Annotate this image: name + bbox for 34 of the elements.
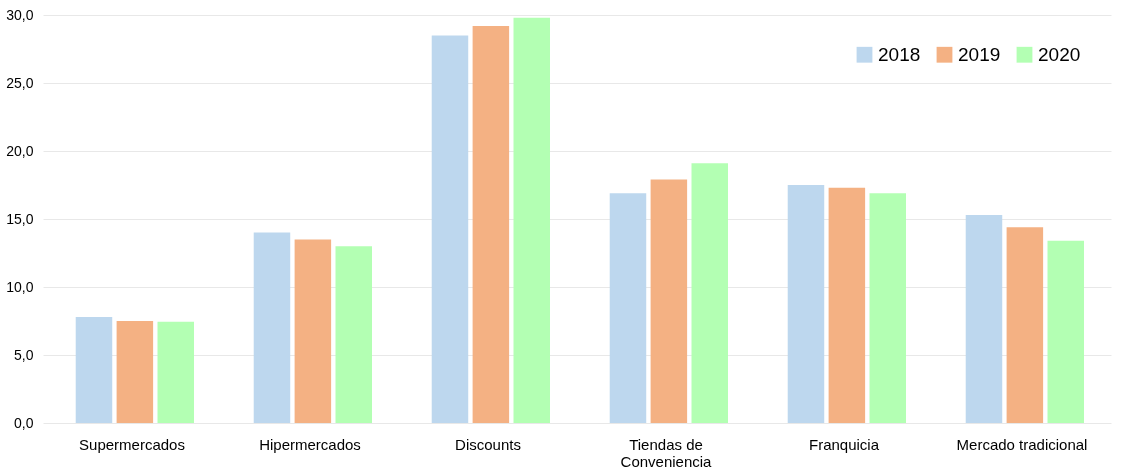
x-tick-label: Franquicia [808,435,880,453]
y-tick-label: 25,0 [6,74,34,91]
bar [157,321,195,423]
bar [691,163,729,423]
bar [1047,240,1085,423]
bar [1006,227,1044,423]
x-tick-label: Discounts [455,435,521,453]
x-tick-label: Supermercados [79,435,185,453]
legend-label: 2019 [958,43,1001,65]
legend-label: 2018 [878,43,921,65]
x-tick-label: Mercado tradicional [956,435,1088,453]
bar [116,321,154,423]
bar [609,193,647,423]
y-tick-label: 10,0 [6,278,34,295]
bar [513,17,551,423]
x-tick-label: Hipermercados [259,435,361,453]
bar [253,232,291,423]
bar [75,316,113,423]
bar [869,193,907,423]
bar [472,25,510,423]
bar [335,246,373,423]
legend-label: 2020 [1038,43,1081,65]
x-tick-label: Tiendas de Conveniencia [620,435,713,470]
bar [431,35,469,423]
bar [965,214,1003,423]
y-tick-label: 20,0 [6,142,34,159]
bar [828,187,866,423]
y-tick-label: 15,0 [6,210,34,227]
y-tick-label: 0,0 [14,414,34,431]
bar [787,185,825,423]
y-tick-label: 30,0 [6,6,34,23]
bar [650,179,688,423]
bar [294,239,332,423]
y-tick-label: 5,0 [14,346,34,363]
